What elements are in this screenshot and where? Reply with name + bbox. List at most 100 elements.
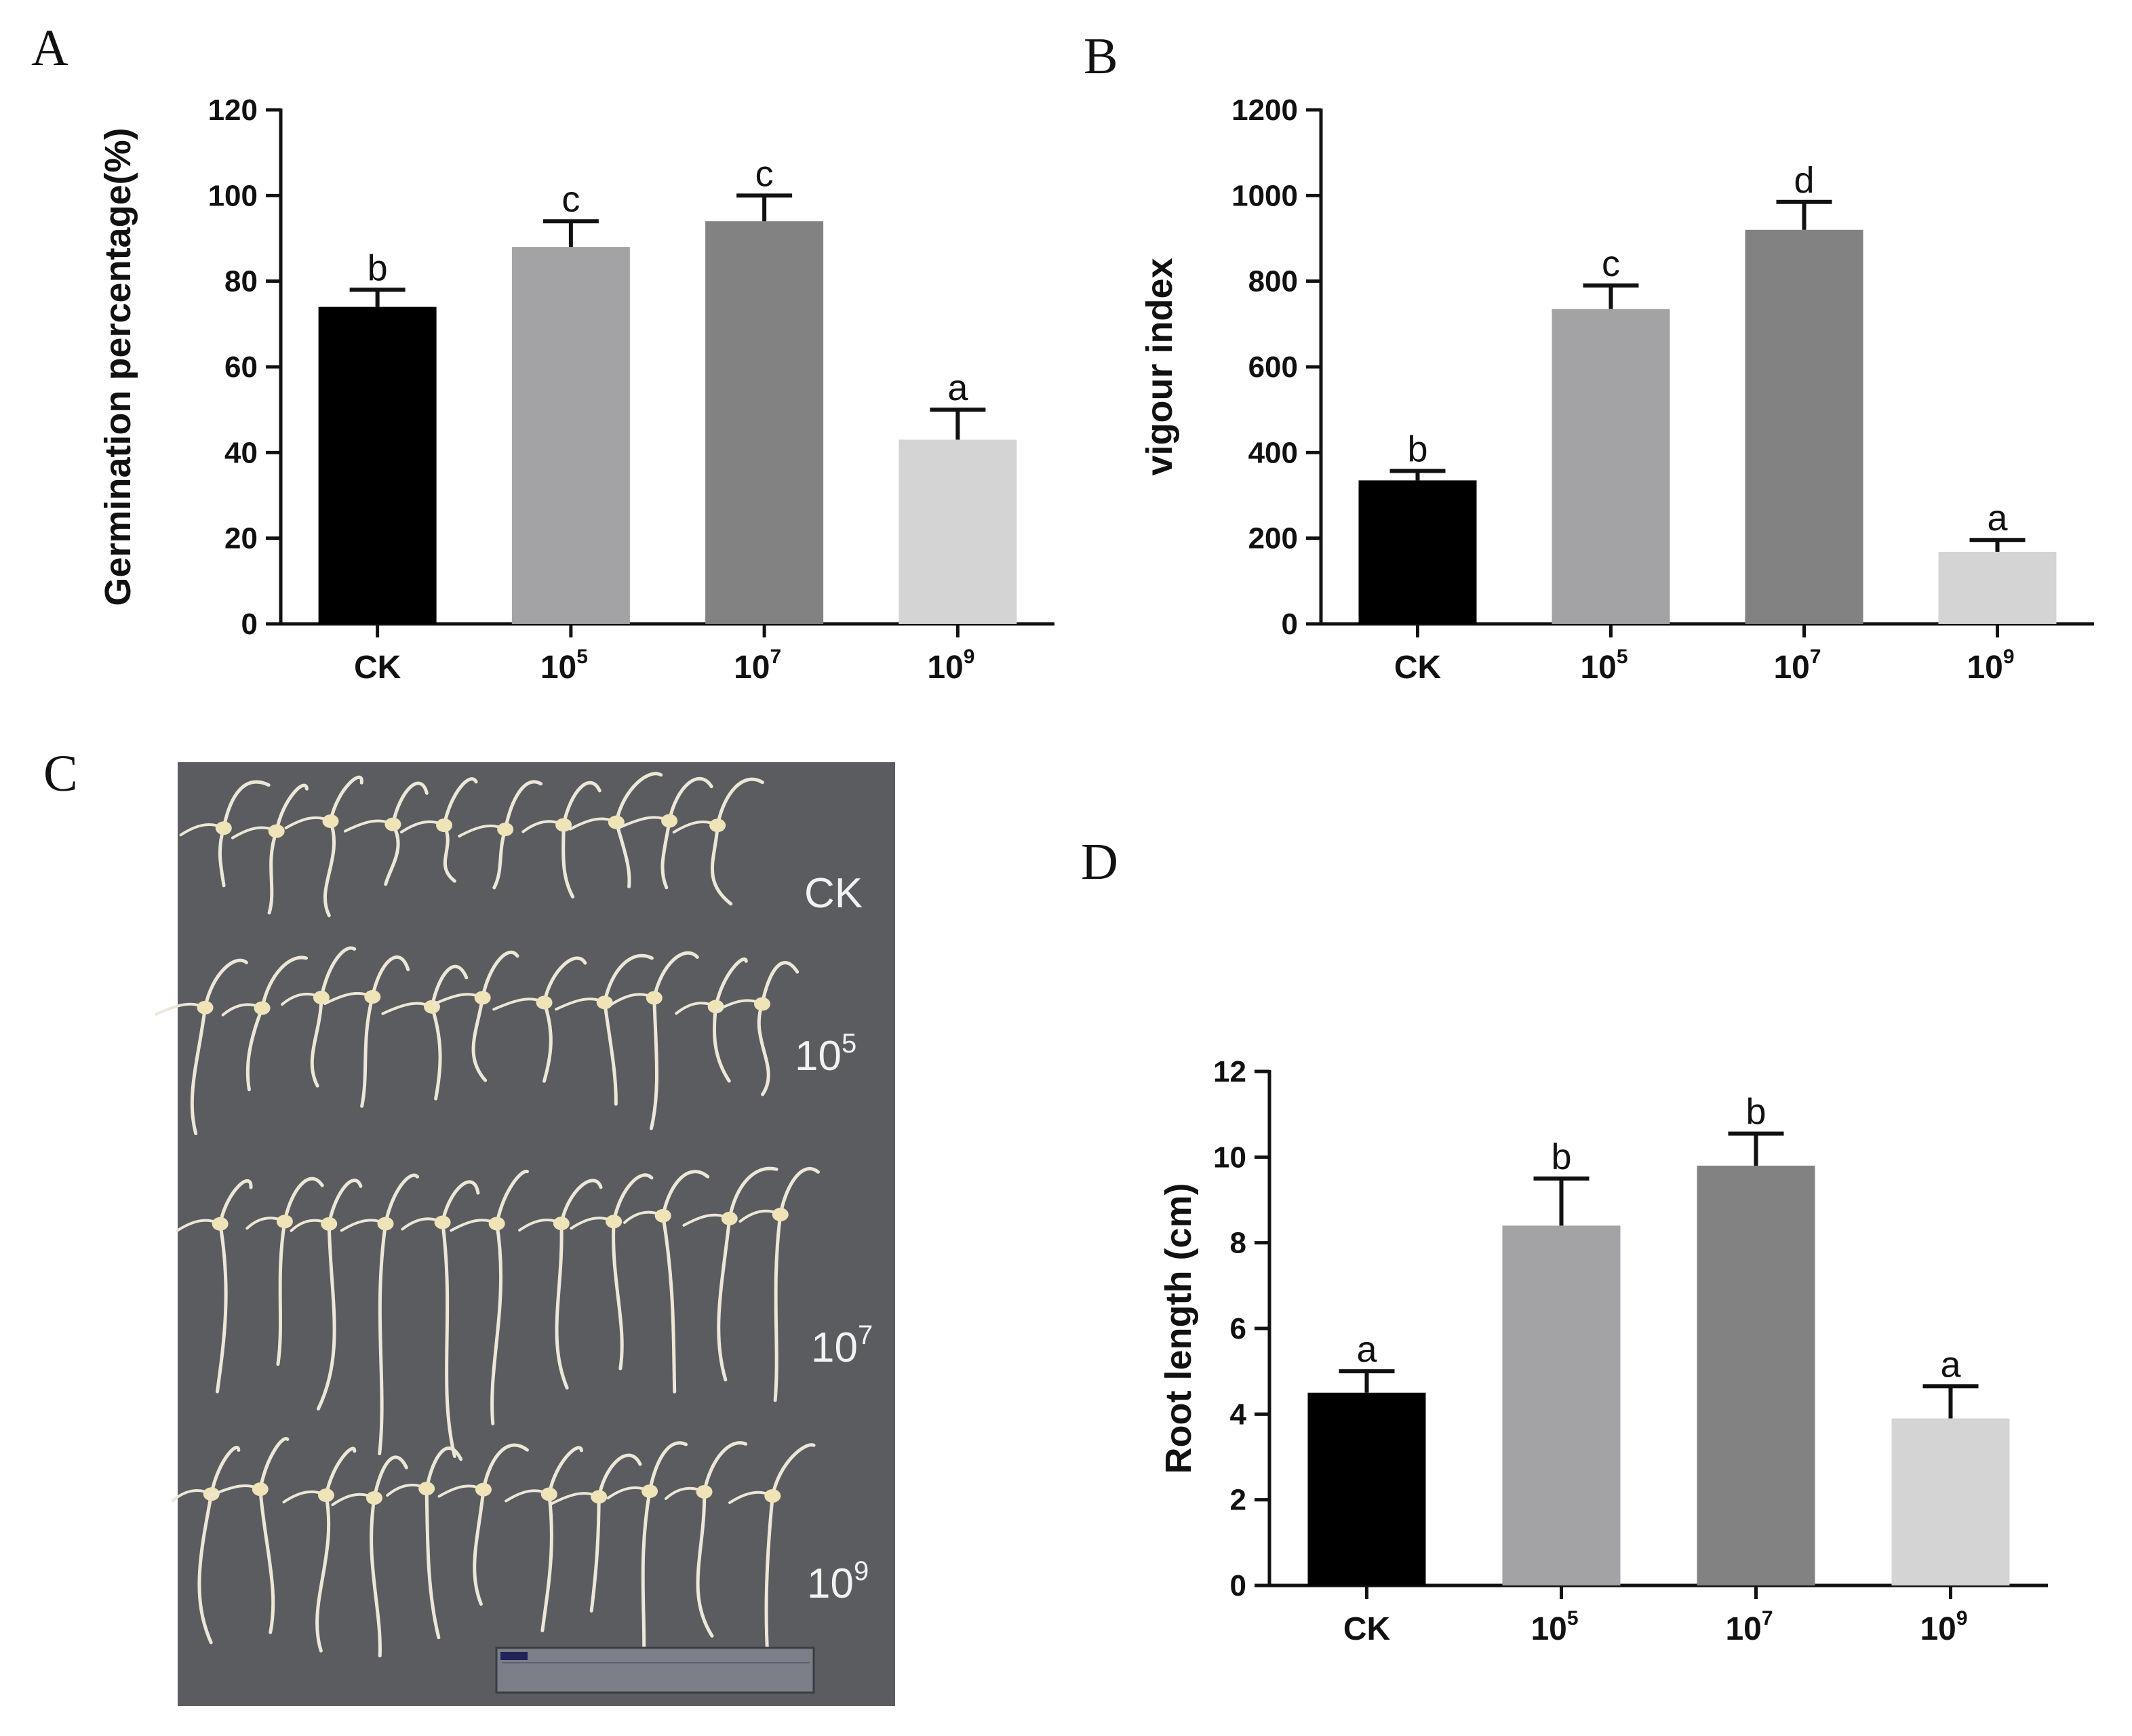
bar: [1307, 1392, 1426, 1585]
x-tick-label: CK: [1394, 650, 1442, 686]
seedling-shoot: [661, 1170, 710, 1218]
y-axis-title: Root length (cm): [1158, 1183, 1199, 1474]
seed: [313, 991, 330, 1005]
seedling-root: [661, 1214, 677, 1394]
seed: [212, 1217, 229, 1231]
seedling-shoot: [441, 1180, 480, 1225]
bar: [1745, 229, 1863, 624]
seedling-root: [218, 826, 226, 888]
seedling-shoot: [327, 1179, 363, 1226]
seedling-root: [473, 1488, 486, 1606]
bar: [1697, 1165, 1815, 1585]
y-tick-label: 4: [1230, 1398, 1247, 1431]
y-tick-label: 0: [1230, 1569, 1246, 1602]
x-tick-label: 107: [1725, 1607, 1773, 1647]
seed: [497, 823, 514, 837]
seedling-root: [441, 1221, 456, 1459]
x-tick-label: 107: [734, 646, 781, 686]
seedling-root: [430, 1005, 442, 1101]
y-axis-title: Germination percentage(%): [98, 127, 138, 606]
seedling-root: [712, 1004, 731, 1083]
seedling-root: [492, 827, 507, 890]
seedling-root: [378, 1222, 388, 1456]
photo-background: [178, 762, 895, 1706]
significance-letter: b: [1407, 429, 1427, 469]
seedling-root: [649, 996, 659, 1130]
bar: [1891, 1418, 2010, 1585]
seed: [764, 1488, 781, 1503]
seed: [364, 990, 381, 1004]
seedling-shoot: [391, 781, 429, 827]
panel-label-a: A: [31, 20, 68, 77]
y-tick-label: 200: [1248, 522, 1298, 555]
y-tick-label: 60: [224, 351, 258, 384]
seed: [709, 818, 726, 833]
seed: [721, 1211, 738, 1225]
photo-row-label: 107: [811, 1320, 873, 1371]
seedling-root: [542, 1000, 553, 1083]
seedling-shoot: [324, 1446, 357, 1497]
seedling-root: [442, 823, 456, 883]
seedling-root: [190, 1006, 208, 1136]
seedling-shoot: [203, 958, 248, 1010]
seedling-shoot: [442, 777, 478, 827]
significance-letter: c: [561, 179, 580, 220]
seedling-root: [258, 1487, 275, 1634]
bar: [318, 307, 437, 624]
seedling-shoot: [503, 780, 543, 831]
seedling-shoot: [559, 1179, 603, 1225]
y-tick-label: 2: [1230, 1484, 1246, 1517]
seedling-shoot: [770, 1443, 816, 1498]
seedling-shoot: [430, 964, 469, 1009]
seed: [276, 1215, 293, 1229]
y-tick-label: 1000: [1231, 179, 1298, 212]
seed: [754, 997, 771, 1011]
seedling-shoot: [561, 781, 601, 827]
chart-germination-percentage: 0 20 40 60 80 100 120 Germination percentage(%)…: [98, 94, 1054, 686]
significance-letter: c: [1602, 243, 1620, 284]
seedling-shoot: [425, 1446, 463, 1491]
seedling-shoot: [652, 951, 699, 1000]
seed: [317, 1488, 334, 1503]
significance-letter: b: [1745, 1092, 1766, 1132]
seed: [252, 1482, 269, 1497]
seedling-root: [555, 1221, 569, 1390]
seed: [254, 1001, 271, 1015]
seedling-root: [360, 995, 374, 1108]
bar: [511, 247, 630, 625]
y-tick-label: 100: [208, 179, 258, 212]
seedling-shoot: [703, 1441, 748, 1494]
seed: [661, 814, 678, 828]
significance-letter: a: [1987, 498, 2008, 538]
seed: [536, 995, 553, 1010]
seed: [475, 1482, 492, 1497]
x-tick-label: 105: [1531, 1607, 1578, 1647]
seedling-root: [717, 1217, 732, 1382]
seed: [268, 824, 285, 838]
y-tick-label: 0: [1282, 608, 1298, 641]
seedling-root: [245, 1006, 264, 1092]
photo-row-label: 109: [807, 1556, 869, 1607]
seed: [366, 1491, 382, 1505]
seedling-root: [215, 1222, 228, 1394]
significance-letter: a: [1356, 1329, 1377, 1370]
seedling-shoot: [612, 1173, 654, 1223]
significance-letter: a: [947, 368, 968, 408]
seed: [654, 1208, 671, 1223]
seed: [646, 991, 663, 1005]
seedling-shoot: [614, 772, 663, 825]
seedling-root: [276, 1219, 287, 1366]
seedling-shoot: [760, 961, 800, 1006]
seedling-root: [370, 1496, 382, 1658]
seedling-root: [710, 823, 733, 906]
seedling-shoot: [495, 1170, 529, 1225]
seed: [434, 1215, 451, 1229]
seedling-shoot: [547, 1446, 583, 1496]
bar: [1552, 309, 1670, 624]
photo-row-label: 105: [795, 1029, 856, 1080]
y-tick-label: 20: [224, 522, 258, 555]
y-tick-label: 800: [1248, 265, 1298, 298]
y-tick-label: 80: [224, 265, 258, 298]
seedling-root: [773, 1212, 783, 1402]
seed: [488, 1217, 505, 1231]
